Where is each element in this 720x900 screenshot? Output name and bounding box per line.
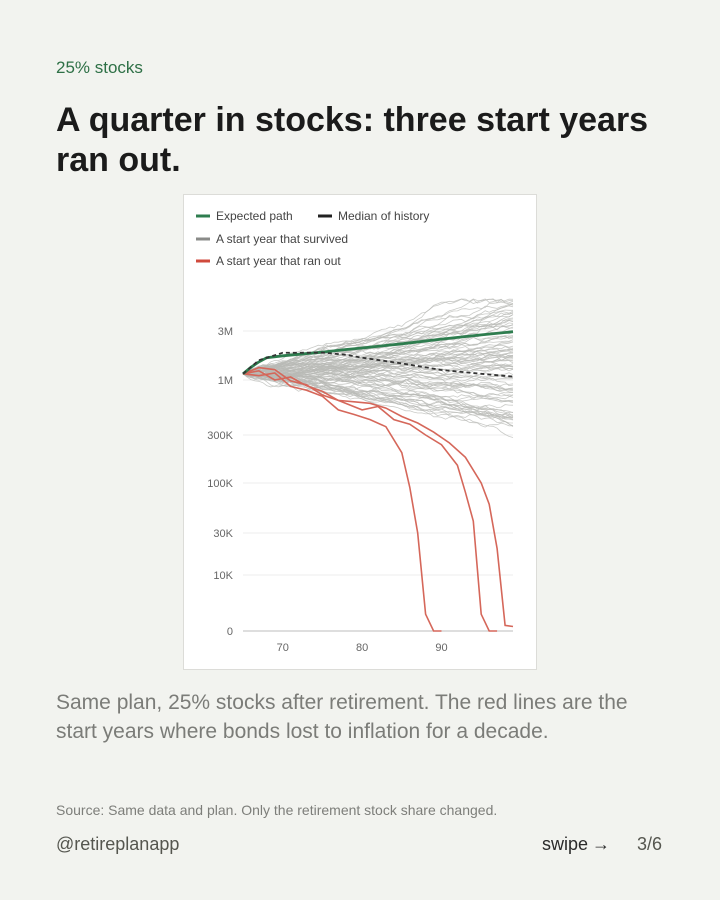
survived-path — [242, 373, 514, 418]
survived-path — [242, 335, 513, 375]
y-tick-label: 300K — [207, 430, 233, 442]
survived-path — [242, 373, 514, 420]
portfolio-paths-chart: Expected path Median of history A start … — [196, 209, 514, 654]
survived-path — [243, 312, 514, 376]
survived-path — [242, 350, 514, 377]
swipe-hint[interactable]: swipe → — [542, 834, 610, 855]
y-tick-label: 0 — [227, 626, 233, 638]
legend-label-median: Median of history — [338, 209, 429, 223]
survived-paths — [242, 298, 514, 438]
ran-out-path — [242, 372, 442, 632]
highlighted-paths — [242, 330, 514, 632]
y-tick-label: 100K — [207, 478, 233, 490]
account-handle[interactable]: @retireplanapp — [56, 834, 180, 854]
survived-path — [242, 369, 514, 387]
survived-path — [242, 373, 514, 409]
y-tick-label: 1M — [218, 375, 233, 387]
x-tick-label: 80 — [356, 642, 368, 654]
x-tick-label: 90 — [435, 642, 447, 654]
page-title: A quarter in stocks: three start years r… — [56, 101, 649, 179]
legend-label-ran-out: A start year that ran out — [216, 254, 341, 268]
survived-path — [242, 318, 514, 375]
eyebrow-label: 25% stocks — [56, 58, 143, 77]
survived-path — [242, 372, 514, 419]
y-axis-labels: 3M 1M 300K 100K 30K 10K 0 — [207, 326, 233, 638]
ran-out-path — [242, 366, 498, 632]
chart-card: Expected path Median of history A start … — [183, 194, 537, 670]
survived-path — [242, 314, 514, 375]
median-path-line — [242, 351, 514, 378]
survived-path — [242, 373, 514, 416]
page-indicator: 3/6 — [637, 834, 663, 854]
survived-path — [242, 357, 514, 377]
y-tick-label: 10K — [213, 570, 233, 582]
legend-label-expected: Expected path — [216, 209, 293, 223]
survived-path — [242, 351, 514, 375]
y-tick-label: 30K — [213, 528, 233, 540]
swipe-label: swipe — [542, 834, 589, 854]
x-axis-labels: 70 80 90 — [277, 642, 448, 654]
arrow-right-icon: → — [592, 834, 611, 854]
y-tick-label: 3M — [218, 326, 233, 338]
survived-path — [242, 344, 514, 375]
ran-out-path — [242, 369, 514, 628]
x-tick-label: 70 — [277, 642, 289, 654]
chart-legend: Expected path Median of history A start … — [196, 209, 429, 268]
source-note: Source: Same data and plan. Only the ret… — [56, 802, 498, 818]
legend-label-survived: A start year that survived — [216, 232, 348, 246]
survived-path — [242, 369, 514, 416]
body-caption: Same plan, 25% stocks after retirement. … — [56, 691, 628, 743]
